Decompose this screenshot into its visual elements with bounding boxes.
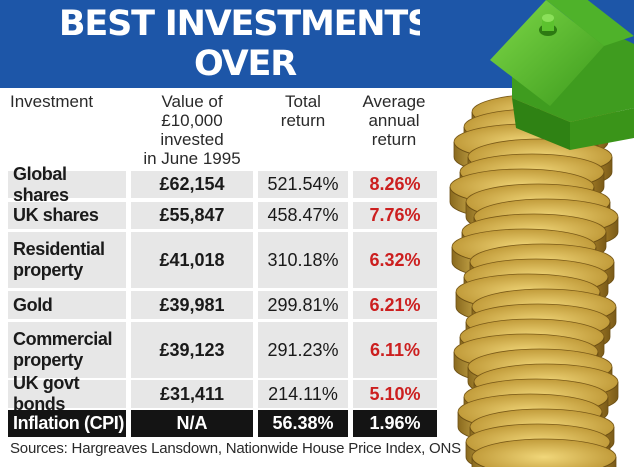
header-avg-line-3: return — [371, 130, 417, 149]
row-average-return-cell: 6.32% — [353, 232, 437, 288]
title-line-1: BEST INVESTMENTS OVER — [58, 4, 432, 84]
row-label-line-1: Global shares — [13, 163, 69, 205]
header-avg-line-2: annual — [368, 111, 420, 130]
header-total-return: Total return — [262, 92, 344, 130]
header-investment: Investment — [10, 92, 94, 111]
row-value-cell: £41,018 — [131, 232, 253, 288]
row-total-return-cell: 214.11% — [258, 380, 348, 408]
row-value-cell: £62,154 — [131, 171, 253, 198]
row-total-return-cell: 291.23% — [258, 322, 348, 378]
row-label-line-1: Commercial — [13, 329, 113, 349]
row-investment-cell: Residential property — [8, 232, 126, 288]
row-value-cell: £39,123 — [131, 322, 253, 378]
row-investment-cell: Inflation (CPI) — [8, 410, 126, 437]
row-investment-cell: UK shares — [8, 202, 126, 229]
header-total-line-2: return — [280, 111, 326, 130]
row-value-cell: £55,847 — [131, 202, 253, 229]
row-investment-cell: Gold — [8, 291, 126, 319]
header-average-annual-return: Average annual return — [352, 92, 436, 149]
source-note: Sources: Hargreaves Lansdown, Nationwide… — [10, 440, 461, 457]
row-investment-cell: Global shares — [8, 164, 126, 205]
row-total-return-cell: 458.47% — [258, 202, 348, 229]
row-average-return-cell: 6.21% — [353, 291, 437, 319]
row-value-cell: £31,411 — [131, 380, 253, 408]
house-icon — [490, 0, 634, 150]
row-value-cell: N/A — [131, 410, 253, 437]
header-value: Value of £10,000 invested in June 1995 — [130, 92, 254, 168]
row-label-line-2: property — [13, 350, 83, 370]
row-total-return-cell: 521.54% — [258, 171, 348, 198]
coin-stack — [449, 93, 619, 467]
row-label-line-1: Residential — [13, 239, 105, 259]
row-average-return-cell: 5.10% — [353, 380, 437, 408]
page-title: BEST INVESTMENTS OVER THE PAST 23 YEARS — [10, 4, 480, 124]
row-average-return-cell: 7.76% — [353, 202, 437, 229]
row-average-return-cell: 6.11% — [353, 322, 437, 378]
header-value-line-1: Value of £10,000 — [161, 92, 223, 130]
row-label-line-2: property — [13, 260, 83, 280]
row-value-cell: £39,981 — [131, 291, 253, 319]
row-investment-cell: Commercial property — [8, 322, 126, 378]
row-label-line-1: Gold — [13, 294, 53, 315]
header-avg-line-1: Average — [362, 92, 426, 111]
row-total-return-cell: 299.81% — [258, 291, 348, 319]
header-value-line-2: invested — [160, 130, 224, 149]
header-value-line-3: in June 1995 — [143, 149, 241, 168]
row-total-return-cell: 56.38% — [258, 410, 348, 437]
coin-stack-icon — [420, 0, 634, 467]
row-label-line-1: Inflation (CPI) — [13, 413, 124, 433]
row-average-return-cell: 8.26% — [353, 171, 437, 198]
header-total-line-1: Total — [285, 92, 321, 111]
row-investment-cell: UK govt bonds — [8, 373, 126, 414]
row-total-return-cell: 310.18% — [258, 232, 348, 288]
title-line-2: THE PAST 23 YEARS — [60, 84, 430, 124]
row-average-return-cell: 1.96% — [353, 410, 437, 437]
row-label-line-1: UK shares — [13, 205, 99, 225]
row-label-line-1: UK govt bonds — [13, 373, 80, 414]
